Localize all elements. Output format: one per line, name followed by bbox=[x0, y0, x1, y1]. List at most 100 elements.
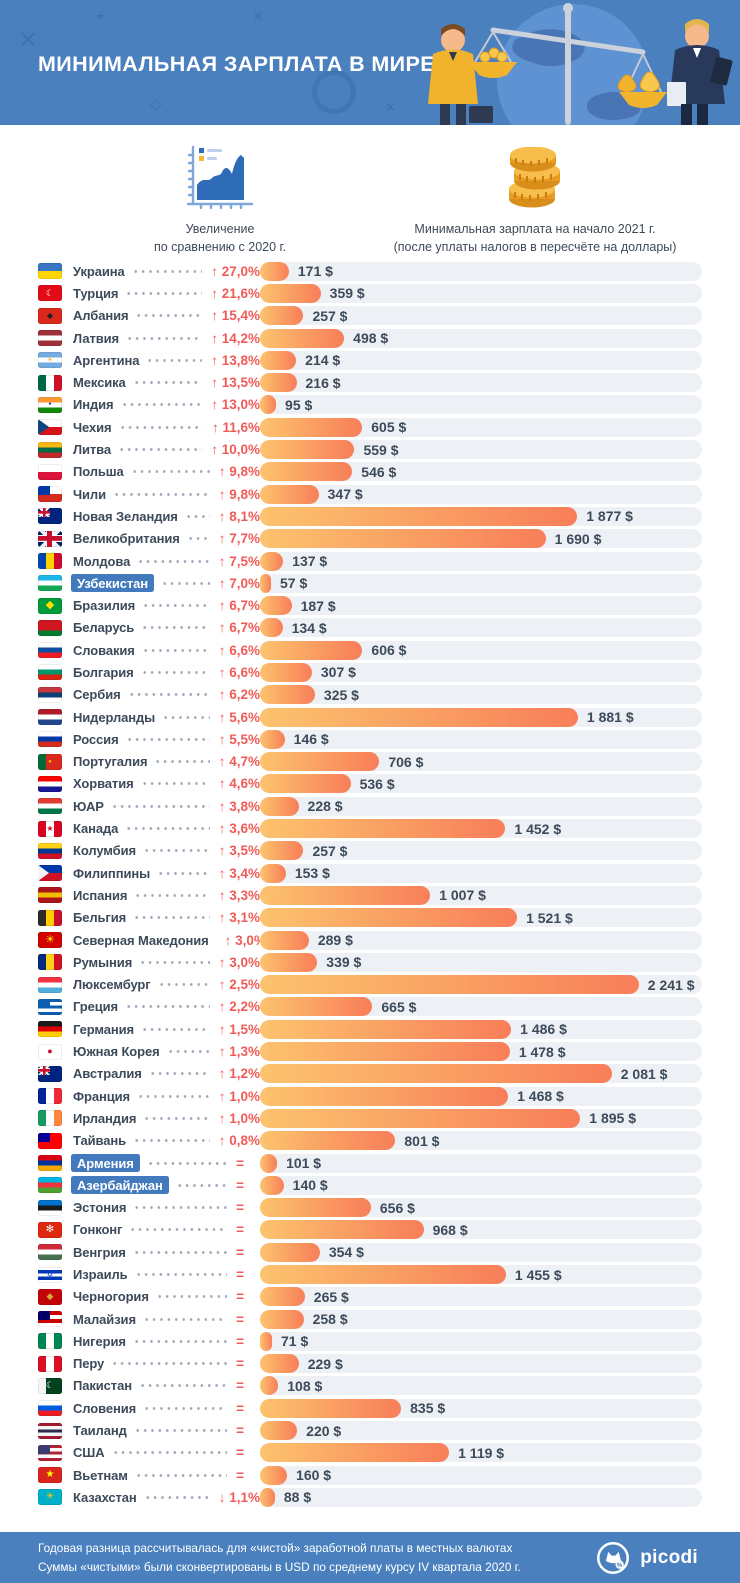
wage-bar-track: 229 $ bbox=[260, 1354, 702, 1374]
wage-bar bbox=[260, 618, 283, 638]
wage-bar-track: 968 $ bbox=[260, 1220, 702, 1240]
header-illustration bbox=[428, 3, 733, 125]
wage-bar bbox=[260, 1265, 506, 1284]
change-percent: ↑ 13,0% bbox=[211, 397, 260, 413]
country-row: Новая Зеландия ↑ 8,1% 1 877 $ bbox=[38, 505, 702, 527]
flag-canton bbox=[38, 486, 51, 495]
country-name: Филиппины bbox=[73, 865, 151, 881]
wage-bar bbox=[260, 685, 315, 705]
dotted-leader bbox=[143, 1406, 228, 1410]
change-percent: ↑ 1,5% bbox=[218, 1021, 260, 1037]
country-row: Малайзия = 258 $ bbox=[38, 1308, 702, 1330]
flag-icon bbox=[38, 865, 62, 882]
flag-icon: ◆ bbox=[38, 1288, 62, 1305]
flag-icon bbox=[38, 1444, 62, 1461]
flag-icon bbox=[38, 1088, 62, 1105]
dotted-leader bbox=[131, 269, 203, 273]
dotted-leader bbox=[146, 1161, 228, 1165]
wage-bar-track: 214 $ bbox=[260, 350, 702, 370]
change-percent: = bbox=[236, 1445, 244, 1461]
dotted-leader bbox=[140, 670, 210, 674]
country-name: Чехия bbox=[73, 419, 112, 435]
flag-triangle bbox=[38, 865, 49, 882]
wage-bar bbox=[260, 1064, 612, 1084]
wage-value: 257 $ bbox=[312, 307, 348, 324]
change-percent: ↑ 13,8% bbox=[211, 352, 260, 368]
decorative-x-icon: ✕ bbox=[252, 8, 264, 24]
change-percent: ↑ 1,0% bbox=[218, 1088, 260, 1104]
country-label-group: Румыния ↑ 3,0% bbox=[38, 954, 260, 971]
wage-bar bbox=[260, 1086, 509, 1106]
country-label-group: ☾ Пакистан = bbox=[38, 1377, 260, 1394]
country-row: Азербайджан = 140 $ bbox=[38, 1174, 702, 1196]
wage-bar-track: 101 $ bbox=[260, 1153, 702, 1173]
change-percent: = bbox=[236, 1267, 244, 1282]
country-label-group: Хорватия ↑ 4,6% bbox=[38, 775, 260, 792]
country-label-group: Германия ↑ 1,5% bbox=[38, 1021, 260, 1038]
country-name: Канада bbox=[73, 821, 119, 837]
wage-bar-track: 605 $ bbox=[260, 417, 702, 437]
dotted-leader bbox=[141, 648, 210, 652]
country-row: ☀ Казахстан ↓ 1,1% 88 $ bbox=[38, 1486, 702, 1508]
flag-icon: ● bbox=[38, 753, 62, 770]
brand-logo: % picodi bbox=[594, 1539, 698, 1577]
wage-bar bbox=[260, 729, 285, 749]
country-label-group: ✡ Израиль = bbox=[38, 1266, 260, 1283]
country-label-group: ◆ Черногория = bbox=[38, 1288, 260, 1305]
wage-value: 171 $ bbox=[297, 263, 333, 280]
change-percent: = bbox=[236, 1400, 244, 1416]
country-row: ЮАР ↑ 3,8% 228 $ bbox=[38, 795, 702, 817]
country-label-group: Бельгия ↑ 3,1% bbox=[38, 909, 260, 926]
country-row: Бельгия ↑ 3,1% 1 521 $ bbox=[38, 907, 702, 929]
country-name: Израиль bbox=[73, 1267, 128, 1282]
country-label-group: ☀ Казахстан ↓ 1,1% bbox=[38, 1489, 260, 1506]
wage-bar bbox=[260, 975, 639, 995]
flag-icon bbox=[38, 1199, 62, 1216]
wage-bar bbox=[260, 283, 321, 303]
country-row: Филиппины ↑ 3,4% 153 $ bbox=[38, 862, 702, 884]
flag-icon bbox=[38, 1400, 62, 1417]
country-row: Великобритания ↑ 7,7% 1 690 $ bbox=[38, 528, 702, 550]
wage-bar bbox=[260, 506, 578, 526]
flag-triangle bbox=[38, 419, 49, 436]
country-label-group: Ирландия ↑ 1,0% bbox=[38, 1110, 260, 1127]
country-name: Черногория bbox=[73, 1289, 149, 1305]
country-row: Россия ↑ 5,5% 146 $ bbox=[38, 728, 702, 750]
wage-value: 1 007 $ bbox=[439, 887, 486, 904]
country-label-group: Чехия ↑ 11,6% bbox=[38, 419, 260, 436]
dotted-leader bbox=[143, 1495, 210, 1499]
country-name: Чили bbox=[73, 486, 106, 502]
flag-canton bbox=[38, 1311, 51, 1320]
wage-bar-track: 559 $ bbox=[260, 440, 702, 460]
flag-emblem: ◆ bbox=[46, 310, 54, 320]
country-name: Румыния bbox=[73, 954, 133, 970]
country-row: ☾ Пакистан = 108 $ bbox=[38, 1375, 702, 1397]
country-label-group: ◆ Бразилия ↑ 6,7% bbox=[38, 597, 260, 614]
change-percent: ↑ 4,6% bbox=[218, 776, 260, 792]
wage-value: 665 $ bbox=[381, 998, 417, 1015]
change-percent: ↑ 3,4% bbox=[218, 865, 260, 881]
country-name: Бразилия bbox=[73, 598, 136, 614]
country-label-group: Словакия ↑ 6,6% bbox=[38, 642, 260, 659]
country-name: Казахстан bbox=[73, 1489, 137, 1505]
country-label-group: Тайвань ↑ 0,8% bbox=[38, 1132, 260, 1149]
wage-value: 153 $ bbox=[294, 865, 330, 882]
wage-bar bbox=[260, 885, 431, 905]
flag-icon bbox=[38, 486, 62, 503]
dotted-leader bbox=[162, 715, 210, 719]
change-percent: = bbox=[236, 1244, 244, 1260]
wage-bar-track: 216 $ bbox=[260, 373, 702, 393]
flag-emblem: ☀ bbox=[46, 356, 54, 364]
country-label-group: Молдова ↑ 7,5% bbox=[38, 553, 260, 569]
dotted-leader bbox=[129, 1228, 228, 1232]
country-label-group: Нигерия = bbox=[38, 1333, 260, 1350]
country-name: Узбекистан bbox=[71, 574, 155, 593]
country-label-group: ★ Вьетнам = bbox=[38, 1467, 260, 1484]
country-label-group: ☀ Аргентина ↑ 13,8% bbox=[38, 352, 260, 369]
change-percent: ↑ 1,0% bbox=[218, 1110, 260, 1126]
wage-bar-track: 1 877 $ bbox=[260, 506, 702, 526]
wage-bar bbox=[260, 573, 271, 593]
change-percent: ↑ 3,1% bbox=[218, 910, 260, 926]
country-row: Таиланд = 220 $ bbox=[38, 1419, 702, 1441]
country-row: Словакия ↑ 6,6% 606 $ bbox=[38, 639, 702, 661]
